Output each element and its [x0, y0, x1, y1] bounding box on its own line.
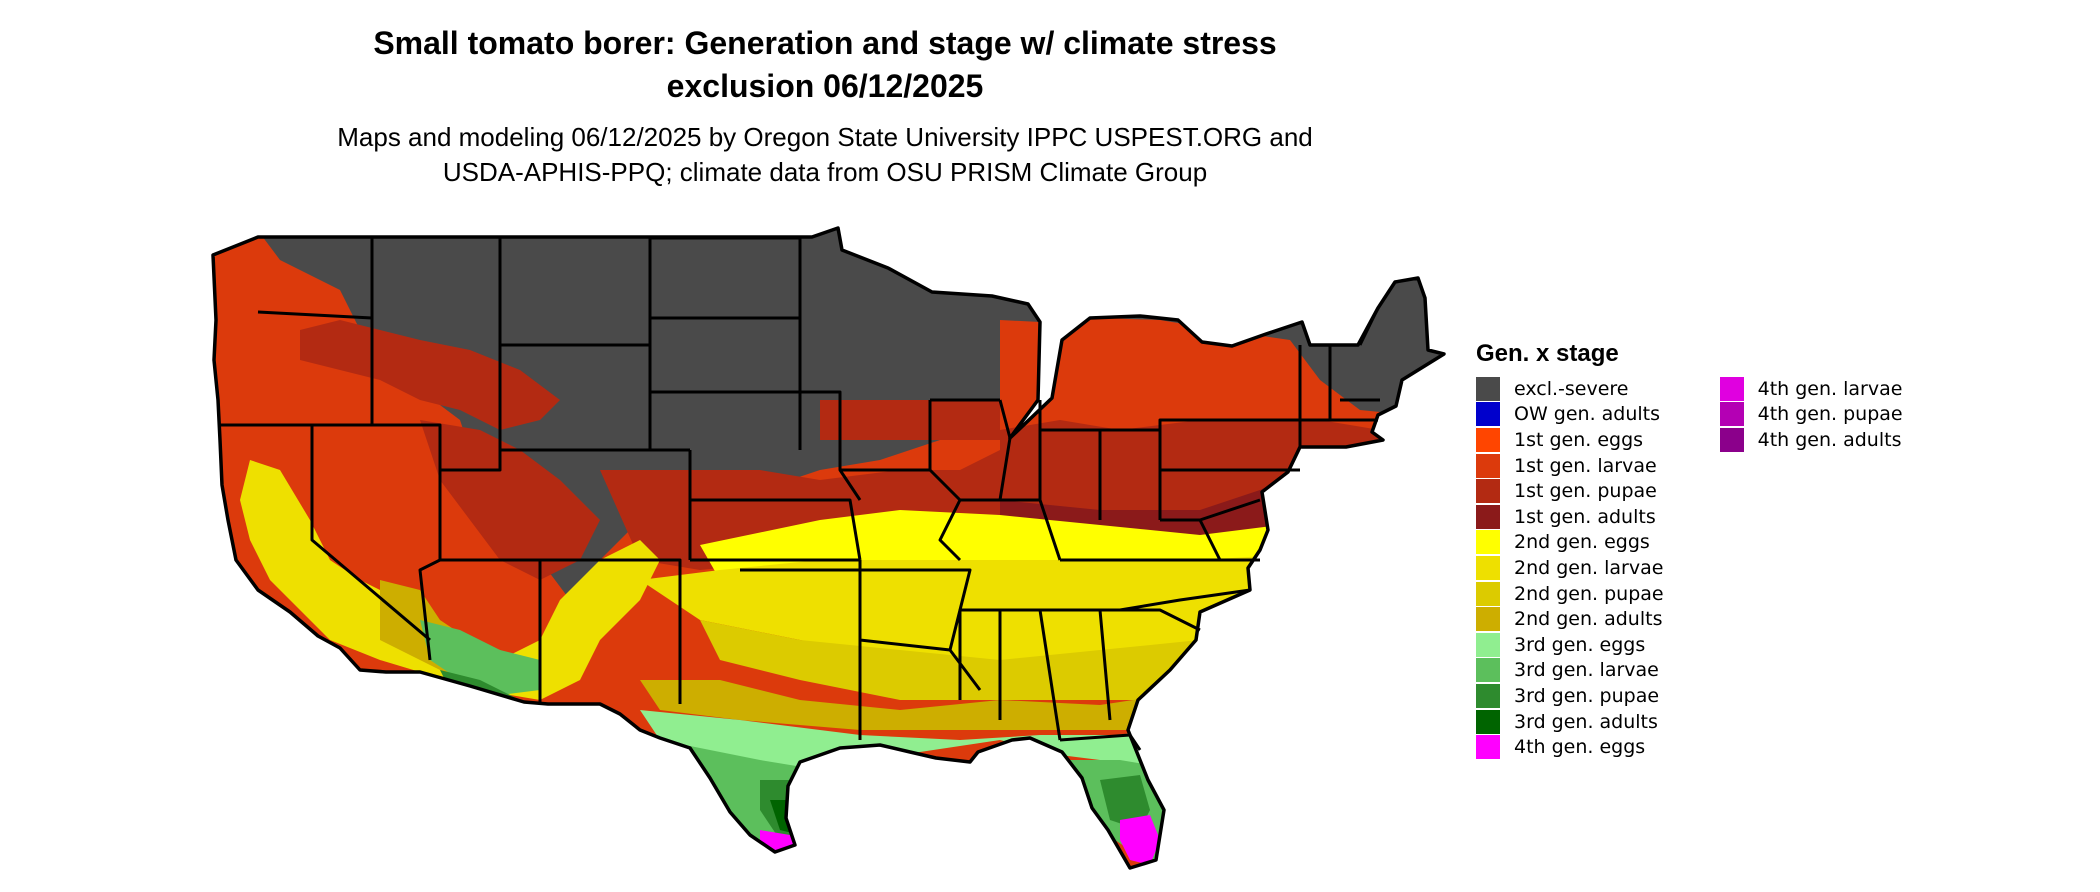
legend-item: 2nd gen. pupae — [1476, 581, 1664, 607]
legend-swatch — [1476, 555, 1500, 580]
legend-swatch — [1476, 607, 1500, 632]
legend-label: 1st gen. adults — [1514, 505, 1656, 528]
legend-swatch — [1719, 402, 1744, 427]
legend-label: 3rd gen. larvae — [1514, 659, 1659, 682]
map-legend: Gen. x stage excl.-severe OW gen. adults 1… — [1476, 340, 1903, 760]
legend-column: 4th gen. larvae 4th gen. pupae 4th gen. ad… — [1719, 376, 1903, 760]
map-subtitle-line2: USDA-APHIS-PPQ; climate data from OSU PR… — [442, 157, 1208, 187]
legend-swatch — [1476, 632, 1500, 657]
legend-label: 1st gen. larvae — [1514, 454, 1657, 477]
legend-swatch — [1719, 427, 1744, 452]
legend-label: 1st gen. eggs — [1514, 428, 1644, 451]
legend-item: 1st gen. pupae — [1476, 478, 1664, 504]
legend-swatch — [1476, 581, 1500, 606]
legend-label: 3rd gen. eggs — [1514, 633, 1646, 656]
legend-label: excl.-severe — [1514, 377, 1629, 400]
legend-label: 3rd gen. adults — [1514, 710, 1658, 733]
legend-item: 4th gen. adults — [1719, 427, 1903, 453]
legend-item: excl.-severe — [1476, 376, 1664, 402]
legend-label: 2nd gen. larvae — [1514, 556, 1664, 579]
legend-swatch — [1476, 735, 1500, 760]
map-subtitle: Maps and modeling 06/12/2025 by Oregon S… — [160, 120, 1490, 190]
legend-label: OW gen. adults — [1514, 403, 1661, 426]
legend-column: excl.-severe OW gen. adults 1st gen. eggs 1… — [1476, 376, 1664, 760]
legend-swatch — [1476, 504, 1500, 529]
legend-item: 2nd gen. adults — [1476, 606, 1664, 632]
legend-swatch — [1476, 530, 1500, 555]
legend-swatch — [1476, 427, 1500, 452]
legend-swatch — [1476, 402, 1500, 427]
legend-label: 3rd gen. pupae — [1514, 684, 1660, 707]
legend-item: 1st gen. eggs — [1476, 427, 1664, 453]
legend-label: 4th gen. pupae — [1757, 403, 1903, 426]
legend-label: 2nd gen. pupae — [1514, 582, 1664, 605]
legend-swatch — [1476, 658, 1500, 683]
us-map — [211, 226, 1446, 870]
map-title-line1: Small tomato borer: Generation and stage… — [373, 25, 1277, 61]
legend-item: OW gen. adults — [1476, 402, 1664, 428]
legend-swatch — [1476, 453, 1500, 478]
legend-swatch — [1476, 709, 1500, 734]
legend-label: 4th gen. adults — [1757, 428, 1902, 451]
legend-label: 4th gen. eggs — [1514, 736, 1646, 759]
legend-swatch — [1476, 479, 1500, 504]
legend-item: 3rd gen. adults — [1476, 709, 1664, 735]
legend-item: 3rd gen. pupae — [1476, 683, 1664, 709]
legend-item: 2nd gen. larvae — [1476, 555, 1664, 581]
legend-item: 3rd gen. eggs — [1476, 632, 1664, 658]
map-title-line2: exclusion 06/12/2025 — [666, 68, 984, 104]
legend-item: 4th gen. pupae — [1719, 402, 1903, 428]
legend-label: 1st gen. pupae — [1514, 480, 1657, 503]
legend-item: 1st gen. adults — [1476, 504, 1664, 530]
legend-item: 4th gen. eggs — [1476, 734, 1664, 760]
legend-item: 4th gen. larvae — [1719, 376, 1903, 402]
map-subtitle-line1: Maps and modeling 06/12/2025 by Oregon S… — [337, 122, 1313, 152]
legend-item: 3rd gen. larvae — [1476, 658, 1664, 684]
legend-swatch — [1476, 683, 1500, 708]
legend-swatch — [1476, 376, 1500, 401]
legend-item: 2nd gen. eggs — [1476, 530, 1664, 556]
legend-title: Gen. x stage — [1476, 340, 1619, 367]
legend-item: 1st gen. larvae — [1476, 453, 1664, 479]
legend-swatch — [1719, 376, 1744, 401]
legend-label: 2nd gen. adults — [1514, 608, 1663, 631]
map-title: Small tomato borer: Generation and stage… — [160, 22, 1490, 108]
legend-label: 4th gen. larvae — [1757, 377, 1903, 400]
legend-label: 2nd gen. eggs — [1514, 531, 1650, 554]
